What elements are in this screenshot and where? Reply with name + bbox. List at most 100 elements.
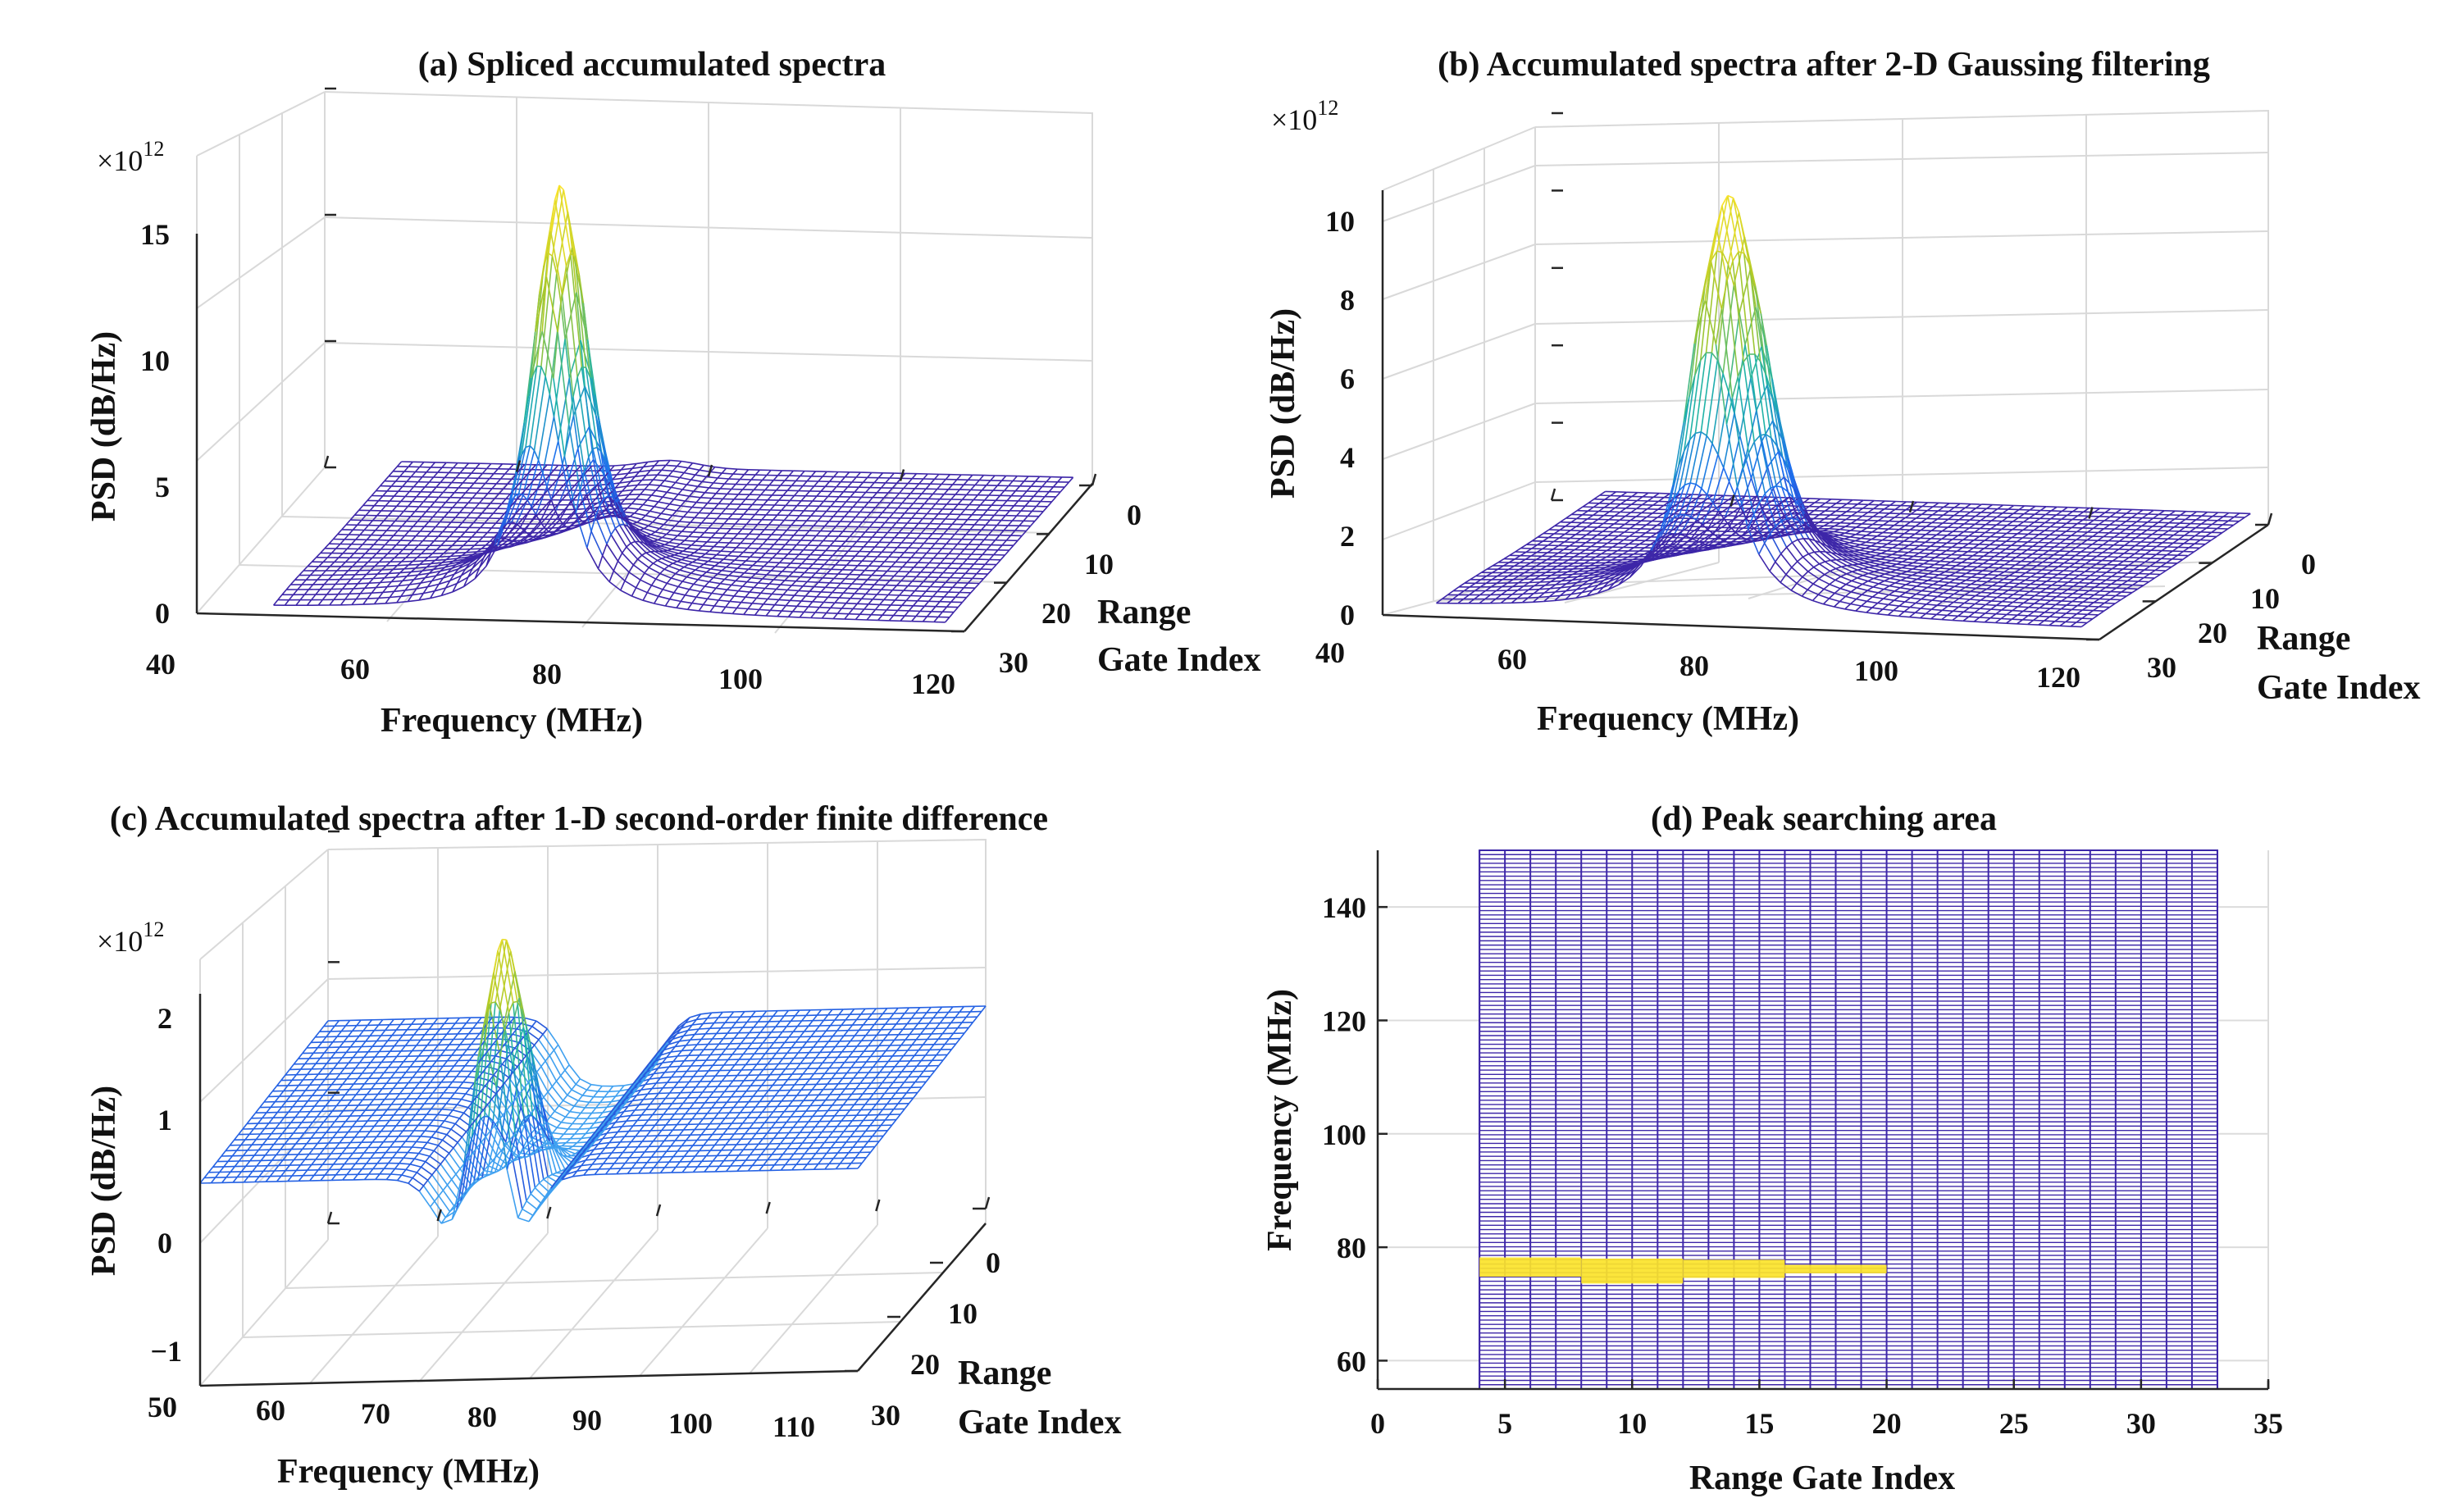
panel-a-mesh-segment xyxy=(871,613,882,616)
panel-b-mesh-segment xyxy=(1711,510,1723,512)
panel-a-mesh-segment xyxy=(878,536,884,543)
panel-a-mesh-segment xyxy=(821,591,832,594)
panel-a-mesh-segment xyxy=(912,498,918,504)
panel-a-mesh-segment xyxy=(786,525,792,531)
panel-b-mesh-segment xyxy=(2201,515,2213,517)
panel-a-mesh-segment xyxy=(733,533,739,540)
panel-a-mesh-segment xyxy=(586,339,593,379)
panel-a-mesh-segment xyxy=(725,562,731,568)
panel-a-mesh-segment xyxy=(384,572,390,579)
panel-a-mesh-segment xyxy=(654,595,659,604)
panel-a-mesh-segment xyxy=(730,562,742,566)
panel-b-mesh-segment xyxy=(1838,539,1850,544)
panel-a-mesh-segment xyxy=(378,495,384,502)
panel-b-mesh-segment xyxy=(1939,574,1950,576)
panel-a-mesh-segment xyxy=(456,575,463,584)
panel-a-mesh-segment xyxy=(478,498,485,504)
panel-a-mesh-segment xyxy=(645,470,651,476)
panel-a-mesh-segment xyxy=(561,529,567,534)
panel-a-mesh-segment xyxy=(965,489,972,495)
panel-a-mesh-segment xyxy=(452,585,464,593)
panel-b-mesh-segment xyxy=(2011,544,2022,547)
panel-a-mesh-segment xyxy=(793,571,805,574)
panel-a-mesh-segment xyxy=(403,506,409,512)
panel-a-mesh-segment xyxy=(952,479,958,485)
panel-a-mesh-segment xyxy=(818,581,830,584)
panel-a-mesh-segment xyxy=(439,553,444,558)
panel-a-mesh-segment xyxy=(718,599,731,603)
panel-a-mesh-segment xyxy=(892,609,899,617)
panel-a-mesh-segment xyxy=(641,475,647,481)
panel-a-mesh-segment xyxy=(1004,485,1009,491)
panel-a-mesh-segment xyxy=(933,616,939,623)
panel-a-mesh-segment xyxy=(932,595,945,598)
panel-a-mesh-segment xyxy=(558,522,564,529)
panel-a-mesh-segment xyxy=(750,552,755,558)
panel-a-mesh-segment xyxy=(965,529,971,535)
panel-a-mesh-segment xyxy=(595,416,601,449)
panel-a-mesh-segment xyxy=(408,486,415,493)
panel-a-mesh-segment xyxy=(683,471,695,476)
panel-a-mesh-segment xyxy=(700,556,713,559)
panel-a-mesh-segment xyxy=(295,599,301,606)
panel-a-mesh-segment xyxy=(623,524,636,542)
panel-a-mesh-segment xyxy=(362,539,367,545)
panel-a-mesh-segment xyxy=(551,518,557,525)
panel-a-mesh-segment xyxy=(449,552,456,558)
panel-a-mesh-segment xyxy=(708,527,720,530)
panel-a-mesh-segment xyxy=(924,523,931,530)
panel-a-x-tick-mark xyxy=(1091,473,1097,486)
panel-b-mesh-segment xyxy=(1870,556,1881,560)
panel-b-mesh-segment xyxy=(1995,540,2007,542)
panel-a-mesh-segment xyxy=(841,608,854,610)
panel-b-mesh-segment xyxy=(1935,542,1948,544)
panel-a-mesh-segment xyxy=(973,494,978,501)
panel-a-mesh-segment xyxy=(670,573,677,579)
panel-b-mesh-segment xyxy=(1766,451,1780,467)
panel-a-mesh-segment xyxy=(755,534,761,540)
panel-b-mesh-segment xyxy=(2095,571,2107,573)
panel-a-mesh-segment xyxy=(906,557,912,563)
panel-a-mesh-segment xyxy=(414,506,420,512)
panel-b-mesh-segment xyxy=(1755,385,1768,412)
panel-a-mesh-segment xyxy=(696,522,703,529)
panel-b-mesh-segment xyxy=(2117,572,2129,574)
panel-a-mesh-segment xyxy=(386,485,392,492)
panel-a-mesh-segment xyxy=(561,293,574,398)
panel-a-mesh-segment xyxy=(454,549,460,554)
panel-a-mesh-segment xyxy=(785,499,791,506)
panel-a-mesh-segment xyxy=(797,525,804,531)
panel-b-mesh-segment xyxy=(1892,547,1903,549)
panel-b-mesh-segment xyxy=(2059,550,2071,553)
panel-a-mesh-segment xyxy=(714,527,721,534)
panel-a-mesh-segment xyxy=(819,567,832,571)
panel-a-mesh-segment xyxy=(1002,500,1008,507)
panel-a-mesh-segment xyxy=(574,480,580,486)
panel-a-mesh-segment xyxy=(865,589,871,594)
panel-a-mesh-segment xyxy=(970,549,977,555)
panel-a-mesh-segment xyxy=(668,565,681,571)
panel-a-mesh-segment xyxy=(836,506,843,512)
panel-a-mesh-segment xyxy=(757,479,763,485)
panel-b-mesh-segment xyxy=(1958,526,1970,529)
panel-a-x-tick-mark xyxy=(515,460,522,472)
panel-a-mesh-segment xyxy=(931,606,937,613)
panel-b-mesh-segment xyxy=(1888,528,1899,531)
panel-a-mesh-segment xyxy=(748,608,759,611)
panel-a-mesh-segment xyxy=(636,498,648,501)
panel-a-mesh-segment xyxy=(588,426,595,460)
panel-b-mesh-segment xyxy=(2166,562,2177,564)
panel-a-mesh-segment xyxy=(376,510,382,517)
panel-b-mesh-segment xyxy=(1691,542,1703,550)
panel-a-mesh-segment xyxy=(412,592,424,596)
panel-a-mesh-segment xyxy=(449,531,454,538)
panel-b-mesh-segment xyxy=(2042,569,2053,572)
panel-a-mesh-segment xyxy=(371,553,377,558)
panel-a-mesh-segment xyxy=(874,603,881,611)
panel-a-mesh-segment xyxy=(593,507,599,512)
panel-a-mesh-segment xyxy=(975,504,982,511)
panel-a-mesh-segment xyxy=(1041,480,1047,487)
panel-a-mesh-segment xyxy=(676,510,688,513)
panel-a-mesh-segment xyxy=(786,562,791,568)
panel-a-mesh-segment xyxy=(810,510,816,517)
